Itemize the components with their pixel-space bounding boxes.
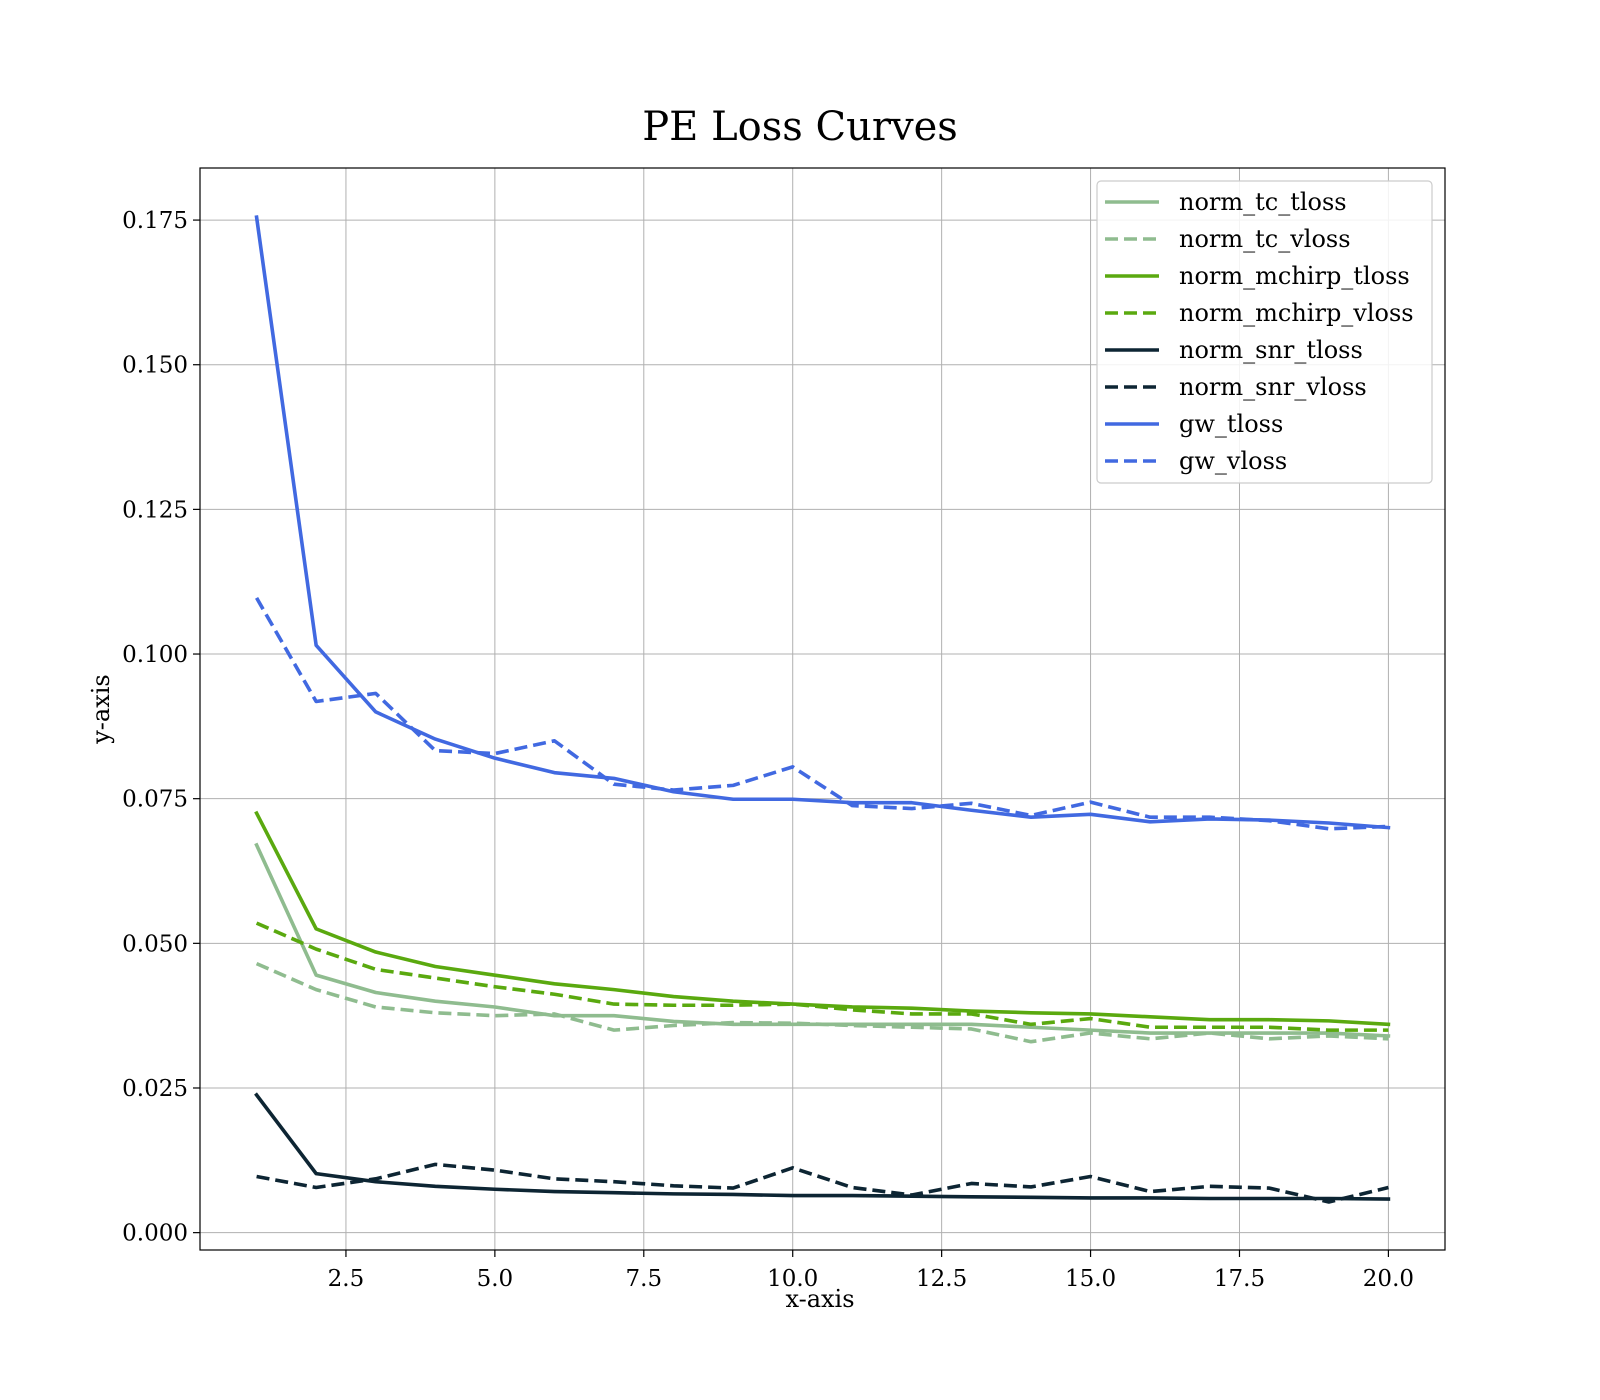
y-tick-label: 0.075: [122, 787, 188, 813]
legend-label: norm_tc_vloss: [1179, 225, 1351, 253]
grid: [200, 168, 1445, 1250]
x-tick-label: 7.5: [626, 1266, 663, 1292]
y-tick-label: 0.100: [122, 642, 188, 668]
y-tick-label: 0.175: [122, 208, 188, 234]
x-axis-label: x-axis: [785, 1285, 854, 1313]
series-line-norm-tc-vloss: [255, 961, 1389, 1044]
series-line-gw-vloss: [255, 597, 1389, 831]
y-axis-label: y-axis: [87, 674, 115, 745]
x-tick-label: 10.0: [767, 1266, 818, 1292]
legend-label: norm_mchirp_tloss: [1179, 262, 1410, 290]
series-group: [254, 215, 1391, 1204]
series-line-gw-tloss: [254, 215, 1391, 830]
series-line-norm-snr-tloss: [254, 1092, 1391, 1201]
legend-label: norm_snr_vloss: [1179, 373, 1367, 401]
x-tick-label: 15.0: [1065, 1266, 1116, 1292]
series-line-norm-mchirp-tloss: [254, 810, 1391, 1027]
y-tick-label: 0.025: [122, 1076, 188, 1102]
y-tick-label: 0.050: [122, 931, 188, 957]
legend-label: norm_tc_tloss: [1179, 188, 1347, 216]
y-tick-label: 0.125: [122, 497, 188, 523]
y-tick-label: 0.000: [122, 1221, 188, 1247]
series-line-norm-mchirp-vloss: [255, 921, 1389, 1032]
plot-frame: [199, 167, 1446, 1251]
legend-label: norm_mchirp_vloss: [1179, 299, 1414, 327]
x-tick-label: 5.0: [477, 1266, 514, 1292]
x-tick-label: 12.5: [916, 1266, 967, 1292]
x-tick-label: 17.5: [1214, 1266, 1265, 1292]
legend-label: norm_snr_tloss: [1179, 336, 1363, 364]
axes: 2.5 5.0 7.5 10.0 12.5 15.0 17.5 20.0 0.000 0.025 0…: [122, 167, 1446, 1292]
legend-label: gw_vloss: [1179, 447, 1287, 475]
chart-title: PE Loss Curves: [642, 104, 958, 150]
legend-box: [1096, 180, 1433, 484]
x-tick-label: 20.0: [1363, 1266, 1414, 1292]
series-line-norm-snr-vloss: [256, 1162, 1389, 1204]
y-tick-label: 0.150: [122, 353, 188, 379]
x-tick-label: 2.5: [328, 1266, 365, 1292]
legend: norm_tc_tloss norm_tc_vloss norm_mchirp_tl…: [1096, 180, 1433, 484]
legend-label: gw_tloss: [1179, 410, 1283, 438]
